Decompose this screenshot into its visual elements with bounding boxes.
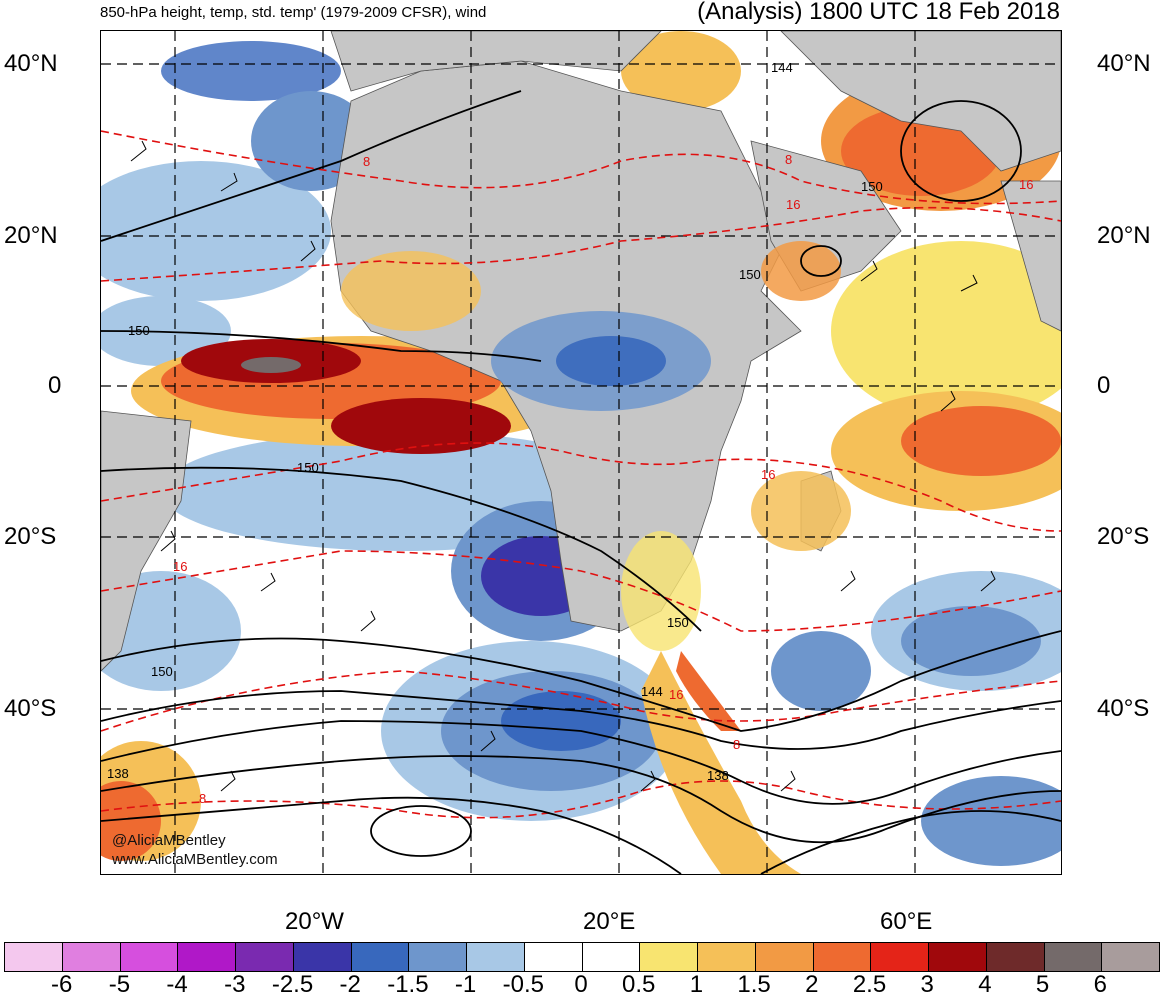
lat-label-20s-right: 20°S xyxy=(1097,523,1150,550)
legend-colorbar xyxy=(4,942,1160,972)
lon-label-20e: 20°E xyxy=(583,908,636,935)
legend-label: 1 xyxy=(689,971,704,998)
legend-label: 4 xyxy=(978,971,992,998)
lat-label-40s-right: 40°S xyxy=(1097,695,1150,722)
legend-swatch xyxy=(582,943,641,971)
legend-swatch xyxy=(698,943,756,971)
temp-label-16-a: 16 xyxy=(173,559,187,574)
land-anomaly-shading xyxy=(341,241,851,651)
legend-swatch xyxy=(293,943,352,971)
lat-label-eq-left: 0 xyxy=(48,372,62,399)
legend-swatch xyxy=(986,943,1045,971)
legend-swatch xyxy=(640,943,698,971)
height-label-150-c: 150 xyxy=(151,664,173,679)
contour-labels: 150 150 150 150 150 150 144 144 138 138 … xyxy=(107,60,1033,806)
temp-label-8-b: 8 xyxy=(785,152,792,167)
height-label-150-f: 150 xyxy=(861,179,883,194)
legend-swatch xyxy=(178,943,236,971)
temp-label-16-d: 16 xyxy=(669,687,683,702)
lat-label-40s-left: 40°S xyxy=(4,695,57,722)
height-label-150-b: 150 xyxy=(297,460,319,475)
lon-label-20w: 20°W xyxy=(285,908,344,935)
temp-label-16-c: 16 xyxy=(786,197,800,212)
lon-label-60e: 60°E xyxy=(880,908,933,935)
legend-swatch xyxy=(120,943,179,971)
legend-swatch xyxy=(929,943,987,971)
legend-label: 2.5 xyxy=(852,971,887,998)
legend-swatch xyxy=(813,943,872,971)
chart-title: (Analysis) 1800 UTC 18 Feb 2018 xyxy=(697,0,1060,25)
legend-label: 6 xyxy=(1093,971,1107,998)
legend-label: -0.5 xyxy=(502,971,544,998)
lat-label-eq-right: 0 xyxy=(1097,372,1111,399)
lat-label-40n-right: 40°N xyxy=(1097,50,1151,77)
legend-label: -3 xyxy=(224,971,246,998)
legend-swatch xyxy=(755,943,814,971)
chart-subtitle: 850-hPa height, temp, std. temp' (1979-2… xyxy=(100,4,487,21)
wind-barbs xyxy=(130,140,996,792)
temperature-contours xyxy=(101,130,1061,819)
legend-swatch xyxy=(5,943,63,971)
legend-label: 0.5 xyxy=(622,971,656,998)
legend-label: -6 xyxy=(51,971,73,998)
height-label-150-e: 150 xyxy=(739,267,761,282)
legend-swatch xyxy=(409,943,467,971)
legend-swatch xyxy=(62,943,121,971)
height-label-150-d: 150 xyxy=(667,615,689,630)
legend-swatch xyxy=(1102,943,1159,971)
temp-label-8-d: 8 xyxy=(199,791,206,806)
lat-label-20n-left: 20°N xyxy=(4,222,58,249)
height-label-144-b: 144 xyxy=(771,60,793,75)
legend-label: -4 xyxy=(166,971,188,998)
legend-swatch xyxy=(351,943,410,971)
legend-swatch xyxy=(236,943,294,971)
height-label-138-b: 138 xyxy=(107,766,129,781)
legend-label: -2 xyxy=(339,971,361,998)
height-contours xyxy=(101,90,1061,874)
graticule xyxy=(101,31,1061,874)
credit-website: www.AliciaMBentley.com xyxy=(112,851,278,868)
map-svg: 150 150 150 150 150 150 144 144 138 138 … xyxy=(101,31,1061,874)
legend-label: 2 xyxy=(805,971,819,998)
map-panel: 150 150 150 150 150 150 144 144 138 138 … xyxy=(100,30,1062,875)
legend-swatch xyxy=(871,943,929,971)
legend-label: -1 xyxy=(454,971,477,998)
legend-labels: -6 -5 -4 -3 -2.5 -2 -1.5 -1 -0.5 0 0.5 1 1.5 2 2.5 3 4 5 6 xyxy=(0,971,1160,999)
credit-twitter: @AliciaMBentley xyxy=(112,832,226,849)
legend-swatch xyxy=(524,943,583,971)
temp-label-8-c: 8 xyxy=(733,737,740,752)
temp-label-16-b: 16 xyxy=(1019,177,1033,192)
height-label-138-a: 138 xyxy=(707,768,729,783)
lat-label-20n-right: 20°N xyxy=(1097,222,1151,249)
temp-label-16-e: 16 xyxy=(761,467,775,482)
legend-label: -5 xyxy=(108,971,131,998)
legend-label: 1.5 xyxy=(737,971,771,998)
legend-label: 5 xyxy=(1035,971,1050,998)
temp-label-8-a: 8 xyxy=(363,154,370,169)
legend-label: -2.5 xyxy=(271,971,314,998)
height-label-144-a: 144 xyxy=(641,684,663,699)
lat-label-40n-left: 40°N xyxy=(4,50,58,77)
legend-label: 0 xyxy=(574,971,588,998)
height-label-150-a: 150 xyxy=(128,323,150,338)
lat-label-20s-left: 20°S xyxy=(4,523,57,550)
legend-swatch xyxy=(1044,943,1103,971)
legend-label: 3 xyxy=(920,971,934,998)
legend-swatch xyxy=(467,943,525,971)
legend-label: -1.5 xyxy=(387,971,429,998)
